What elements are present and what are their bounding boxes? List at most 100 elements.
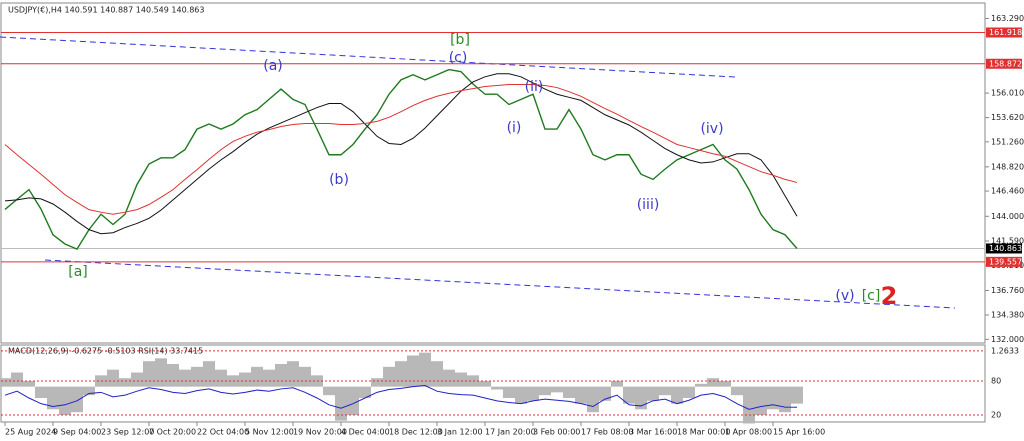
x-tick-label: 25 Aug 2024	[5, 428, 56, 437]
macd-bar	[299, 366, 311, 387]
macd-bar	[0, 378, 11, 387]
wave-label: 2	[881, 282, 898, 310]
macd-bar	[191, 366, 203, 387]
x-tick-label: 18 Mar 00:00	[677, 428, 730, 437]
macd-bar	[515, 386, 527, 404]
macd-bar	[575, 386, 587, 404]
macd-bar	[671, 386, 683, 404]
trend-line	[44, 259, 956, 309]
macd-bar	[719, 381, 731, 387]
macd-bar	[71, 386, 83, 413]
macd-bar	[659, 386, 671, 396]
y-tick-label: 146.460	[991, 187, 1024, 196]
y-tick-label: 141.590	[991, 237, 1024, 246]
macd-bar	[179, 369, 191, 387]
y-tick-label: 80	[991, 377, 1001, 386]
macd-bar	[23, 381, 35, 387]
last-price-label: 140.863	[989, 244, 1022, 253]
level-tag	[986, 256, 1022, 267]
macd-bar	[419, 352, 431, 387]
macd-bar	[707, 378, 719, 387]
macd-bar	[143, 361, 155, 387]
macd-bar	[587, 386, 599, 413]
x-tick-label: 3 Feb 00:00	[533, 428, 580, 437]
price-line	[4, 83, 798, 215]
wave-label: (ii)	[525, 79, 544, 95]
rsi-line	[4, 385, 798, 410]
macd-bar	[383, 366, 395, 387]
macd-bar	[503, 386, 515, 398]
macd-bar	[431, 361, 443, 387]
x-tick-label: 5 Nov 12:00	[245, 428, 294, 437]
level-tag	[986, 58, 1022, 69]
macd-bar	[251, 366, 263, 387]
macd-bar	[731, 386, 743, 396]
y-tick-label: 134.380	[991, 310, 1024, 319]
macd-bar	[779, 386, 791, 413]
price-line	[4, 68, 798, 250]
macd-bar	[59, 386, 71, 415]
level-label: 161.918	[989, 28, 1022, 37]
macd-bar	[395, 361, 407, 387]
macd-bar	[611, 381, 623, 387]
macd-bar	[767, 386, 779, 410]
macd-bar	[647, 386, 659, 401]
x-tick-label: 1 Apr 08:00	[725, 428, 772, 437]
x-tick-label: 3 Jan 12:00	[437, 428, 483, 437]
wave-label: (a)	[263, 58, 283, 74]
macd-bar	[287, 361, 299, 387]
wave-label: (iii)	[637, 197, 660, 213]
last-price-tag	[986, 243, 1022, 254]
macd-bar	[683, 386, 695, 398]
wave-label: (iv)	[700, 121, 723, 137]
macd-bar	[443, 369, 455, 387]
macd-bar	[323, 386, 335, 396]
x-tick-label: 19 Nov 20:00	[293, 428, 347, 437]
macd-bar	[371, 378, 383, 387]
chart-title: USDJPY(€),H4 140.591 140.887 140.549 140…	[8, 6, 204, 15]
y-tick-label: 136.760	[991, 286, 1024, 295]
level-tag	[986, 27, 1022, 38]
macd-bar	[479, 381, 491, 387]
wave-label: (v)	[835, 288, 854, 304]
macd-bar	[335, 386, 347, 421]
macd-bar	[347, 386, 359, 415]
x-tick-label: 9 Sep 04:00	[53, 428, 101, 437]
macd-bar	[239, 372, 251, 387]
macd-bar	[791, 386, 803, 404]
y-tick-label: 148.820	[991, 162, 1024, 171]
x-tick-label: 23 Sep 12:00	[101, 428, 154, 437]
price-line	[4, 73, 798, 235]
macd-bar	[35, 386, 47, 398]
macd-bar	[407, 355, 419, 387]
y-tick-label: 132.000	[991, 335, 1024, 344]
macd-bar	[155, 358, 167, 387]
x-tick-label: 17 Feb 08:00	[581, 428, 633, 437]
macd-bar	[359, 386, 371, 398]
wave-label: (b)	[329, 172, 349, 188]
macd-bar	[47, 386, 59, 410]
macd-bar	[107, 369, 119, 387]
trend-line	[0, 36, 736, 78]
level-label: 158.872	[989, 59, 1022, 68]
x-tick-label: 22 Oct 04:00	[197, 428, 249, 437]
y-tick-label: 144.000	[991, 212, 1024, 221]
x-tick-label: 18 Dec 12:00	[389, 428, 443, 437]
macd-bar	[119, 378, 131, 387]
y-tick-label: 151.260	[991, 137, 1024, 146]
y-tick-label: 20	[991, 411, 1001, 420]
macd-bar	[623, 386, 635, 404]
wave-label: (i)	[507, 120, 522, 136]
level-label: 139.557	[989, 257, 1022, 266]
macd-bar	[167, 364, 179, 387]
macd-bar	[491, 386, 503, 390]
macd-bar	[83, 386, 95, 396]
macd-bar	[635, 386, 647, 410]
x-tick-label: 15 Apr 16:00	[773, 428, 825, 437]
macd-bar	[131, 372, 143, 387]
wave-label: (c)	[449, 50, 468, 66]
macd-bar	[275, 364, 287, 387]
macd-bar	[599, 386, 611, 401]
price-panel	[0, 2, 986, 344]
